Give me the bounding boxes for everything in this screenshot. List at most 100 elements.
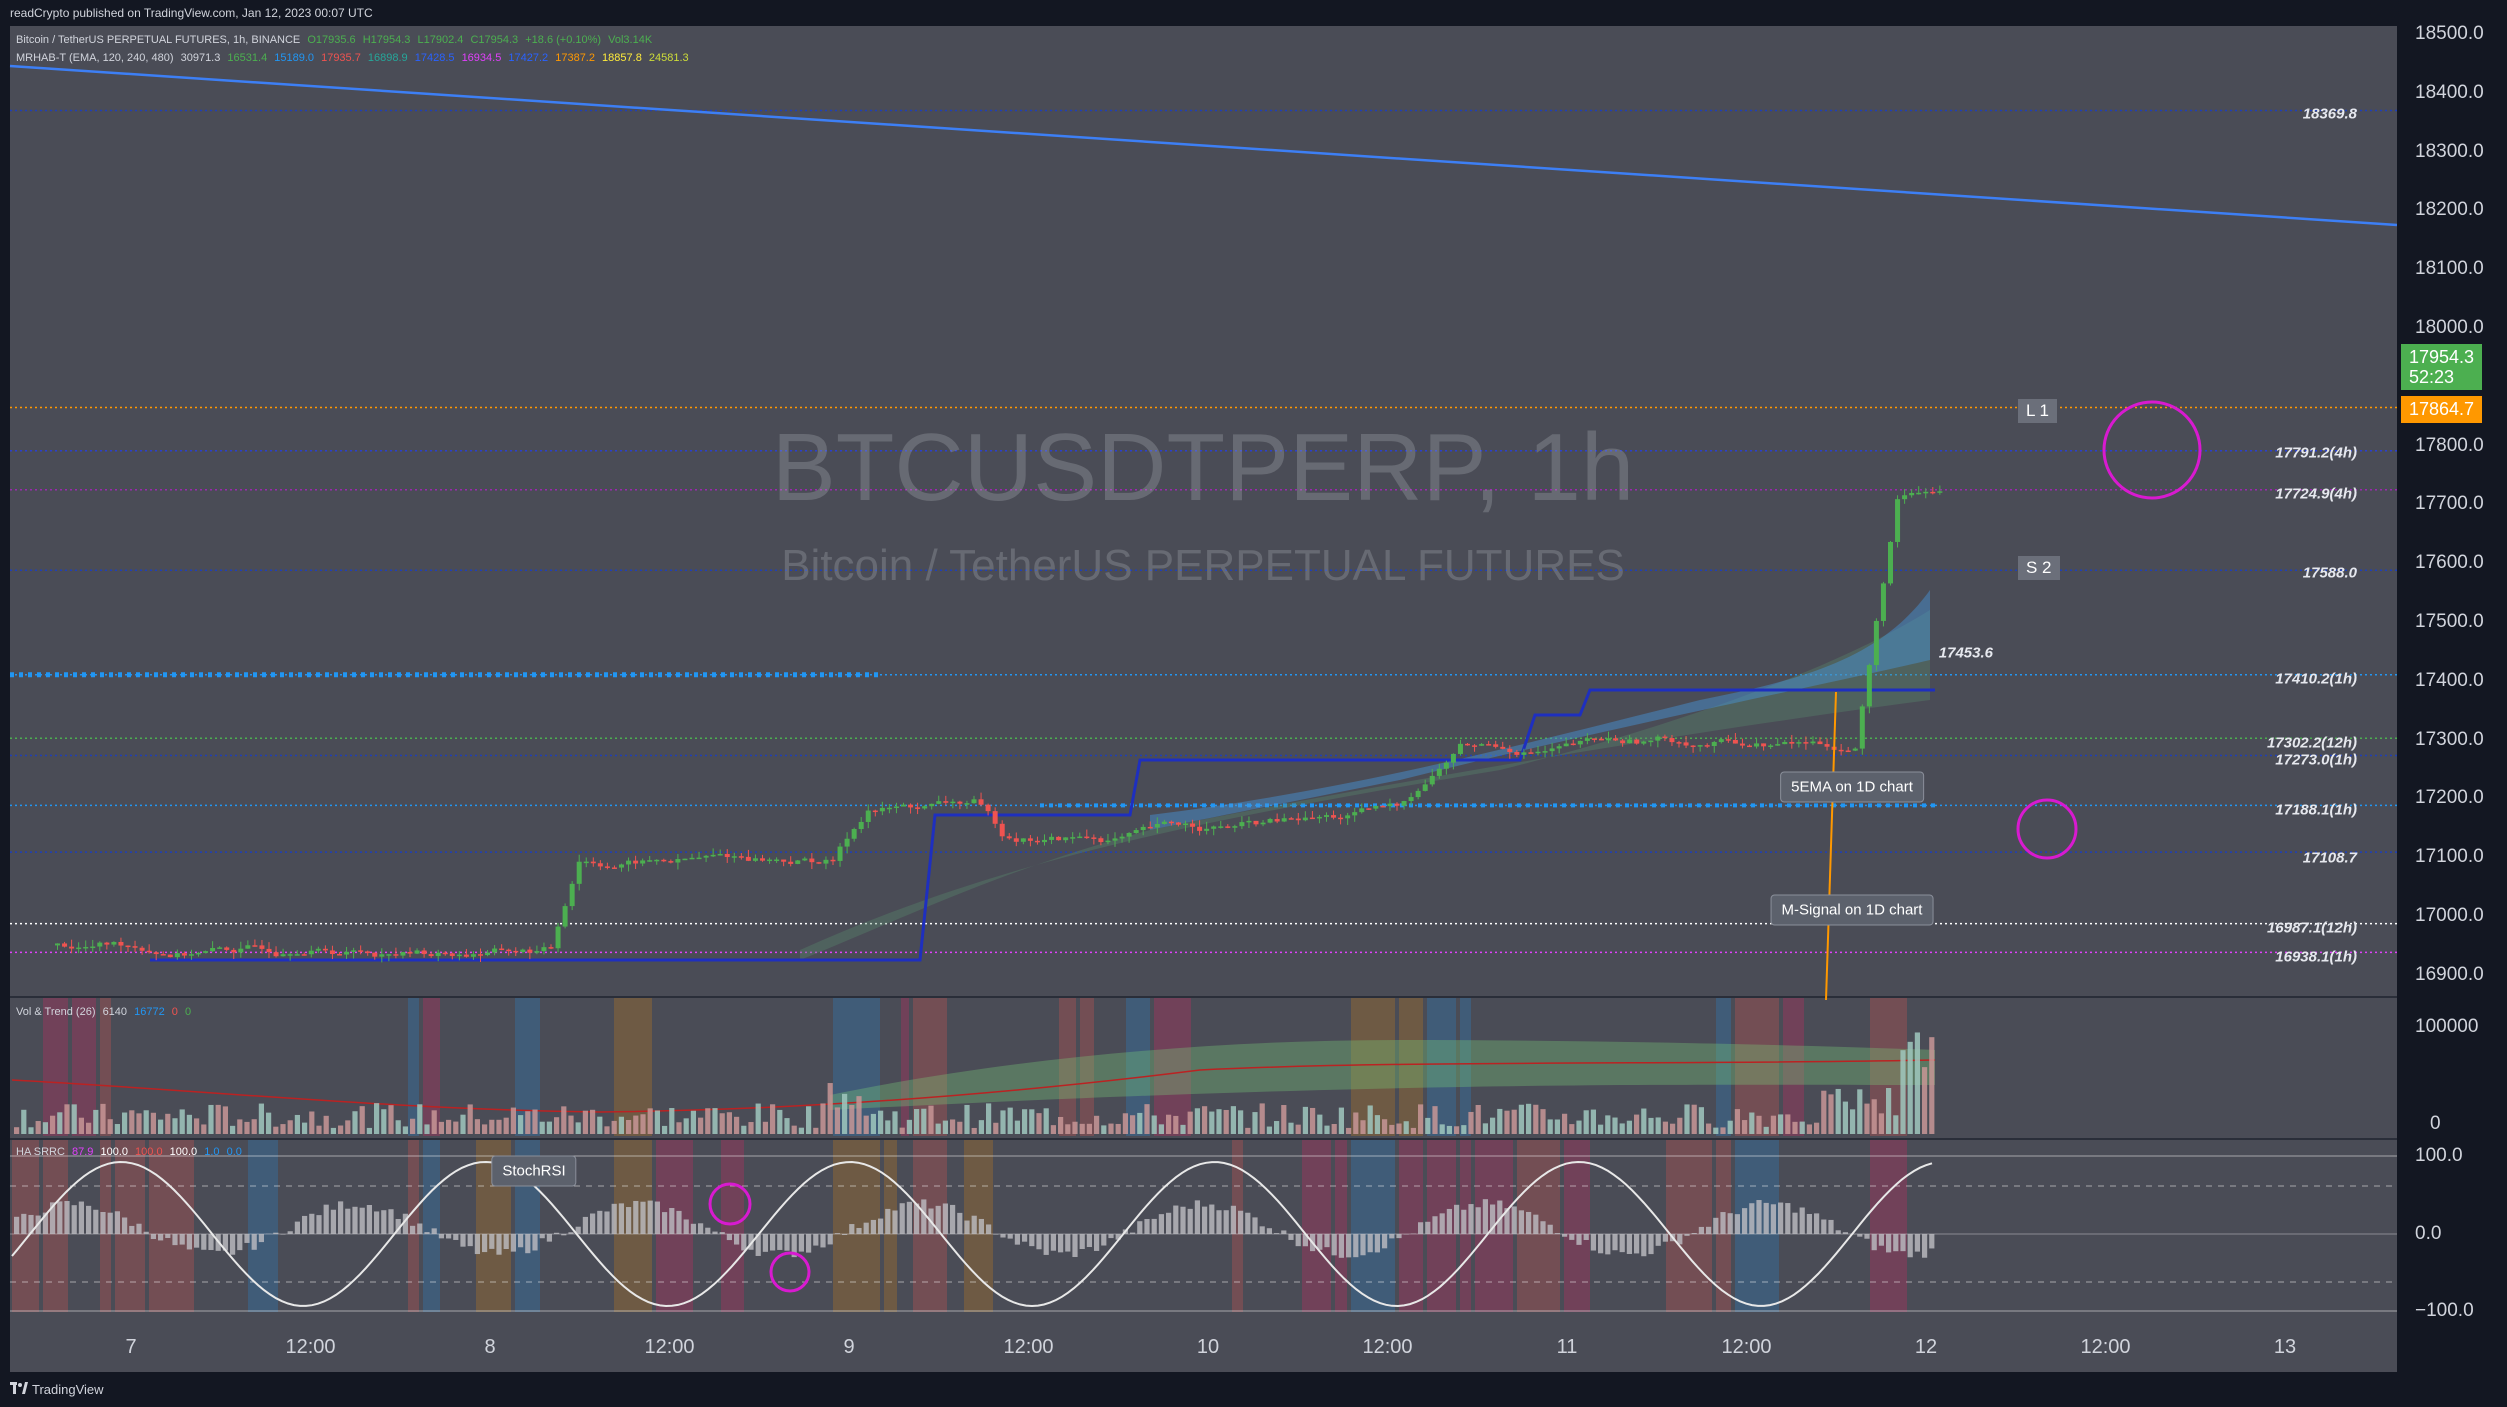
volume-bar — [1353, 1112, 1359, 1134]
candle-body — [1380, 805, 1386, 808]
ha-band — [1335, 1140, 1347, 1312]
ha-legend-value: 87.9 — [71, 1146, 94, 1158]
volume-bar — [1706, 1123, 1712, 1134]
candle-body — [245, 945, 251, 949]
candle-body — [1042, 839, 1047, 843]
candle-body — [1803, 742, 1809, 744]
volume-bar — [1670, 1123, 1676, 1134]
volume-bar — [698, 1117, 704, 1134]
msignal-note[interactable]: M-Signal on 1D chart — [1770, 894, 1934, 926]
candle-body — [1493, 744, 1499, 747]
main-legend[interactable]: Bitcoin / TetherUS PERPETUAL FUTURES, 1h… — [16, 34, 656, 46]
volume-legend[interactable]: Vol & Trend (26) 6140 16772 0 0 — [16, 1006, 195, 1018]
ha-legend-value: 100.0 — [100, 1146, 128, 1158]
price-axis-label: 17100.0 — [2415, 846, 2484, 868]
volume-bar — [813, 1127, 819, 1134]
volume-bar — [690, 1110, 696, 1134]
candle-body — [1683, 742, 1689, 746]
ha-histogram-bar — [1518, 1210, 1524, 1234]
volume-bar — [914, 1109, 920, 1134]
volume-bar — [1346, 1127, 1352, 1134]
volume-bar — [1785, 1114, 1791, 1134]
price-axis[interactable] — [2397, 26, 2507, 1372]
volume-bar — [122, 1112, 128, 1134]
candle-body — [816, 862, 822, 864]
volume-bar — [150, 1112, 156, 1134]
ha-histogram-bar — [1036, 1234, 1042, 1250]
ha-histogram-bar — [1389, 1234, 1395, 1239]
volume-bar — [856, 1096, 862, 1134]
volume-bar — [1302, 1106, 1308, 1134]
volume-bar — [892, 1111, 898, 1134]
candle-body — [414, 950, 420, 954]
ha-histogram-bar — [1086, 1234, 1092, 1248]
ha-histogram-bar — [1634, 1234, 1640, 1254]
candle-body — [181, 953, 187, 956]
ha-histogram-bar — [1626, 1234, 1632, 1254]
candle-body — [132, 946, 138, 948]
ha-histogram-bar — [1461, 1209, 1467, 1234]
candle-body — [520, 949, 526, 953]
ha-histogram-bar — [222, 1234, 228, 1251]
vol-band — [1154, 998, 1191, 1136]
ha-histogram-bar — [806, 1234, 812, 1253]
ha-histogram-bar — [1014, 1234, 1020, 1245]
candle-body — [1761, 743, 1767, 747]
candle-body — [1528, 752, 1534, 754]
ha-histogram-bar — [1101, 1234, 1107, 1246]
volume-bar — [316, 1125, 322, 1134]
ha-histogram-bar — [856, 1227, 862, 1234]
stochrsi-note[interactable]: StochRSI — [491, 1155, 577, 1187]
ha-histogram-bar — [1641, 1234, 1647, 1257]
ha-histogram-bar — [1360, 1234, 1366, 1256]
ha-histogram-bar — [1547, 1224, 1553, 1234]
candle-body — [1401, 801, 1407, 806]
chart-area[interactable] — [10, 26, 2397, 1372]
pane-separator-2[interactable] — [10, 1138, 2397, 1140]
time-axis-label: 12:00 — [644, 1336, 695, 1358]
ha-histogram-bar — [604, 1211, 610, 1234]
indicator-legend[interactable]: MRHAB-T (EMA, 120, 240, 480) 30971.3 165… — [16, 52, 693, 64]
ha-legend-value: 0.0 — [226, 1146, 242, 1158]
pane-separator-1[interactable] — [10, 996, 2397, 998]
ha-histogram-bar — [14, 1216, 20, 1234]
candle-body — [1873, 620, 1879, 666]
candle-body — [1507, 748, 1513, 753]
candle-body — [1034, 840, 1040, 843]
candle-body — [844, 838, 850, 847]
volume-bar — [784, 1118, 790, 1134]
ha-histogram-bar — [791, 1234, 797, 1258]
ema-note[interactable]: 5EMA on 1D chart — [1780, 771, 1924, 803]
candle-body — [470, 954, 476, 957]
ha-histogram-bar — [186, 1234, 192, 1250]
ha-histogram-bar — [1202, 1206, 1208, 1234]
volume-bar — [878, 1110, 884, 1134]
candle-body — [555, 926, 561, 949]
volume-bar — [1850, 1109, 1856, 1134]
ha-histogram-bar — [194, 1234, 200, 1248]
volume-bar — [330, 1127, 336, 1134]
candle-body — [654, 859, 660, 862]
candle-body — [1739, 743, 1745, 746]
ha-histogram-bar — [1842, 1232, 1848, 1234]
ha-histogram-bar — [1482, 1199, 1488, 1234]
vol-band — [1783, 998, 1804, 1136]
ha-histogram-bar — [784, 1234, 790, 1251]
candle-body — [1218, 826, 1224, 828]
volume-bar — [446, 1119, 452, 1134]
candle-body — [1655, 736, 1661, 741]
ha-histogram-bar — [395, 1218, 401, 1234]
volume-bar — [942, 1120, 948, 1134]
volume-bar — [928, 1105, 934, 1134]
volume-bar — [71, 1104, 77, 1134]
volume-bar — [1734, 1109, 1740, 1134]
volume-bar — [957, 1121, 963, 1134]
candle-body — [1591, 738, 1597, 740]
candle-body — [1183, 823, 1188, 826]
ha-legend[interactable]: HA SRRC 87.9 100.0 100.0 100.0 1.0 0.0 — [16, 1146, 246, 1158]
ha-histogram-bar — [834, 1233, 840, 1234]
publish-header: readCrypto published on TradingView.com,… — [0, 0, 2507, 26]
candle-body — [675, 859, 681, 863]
candle-body — [1796, 742, 1802, 744]
